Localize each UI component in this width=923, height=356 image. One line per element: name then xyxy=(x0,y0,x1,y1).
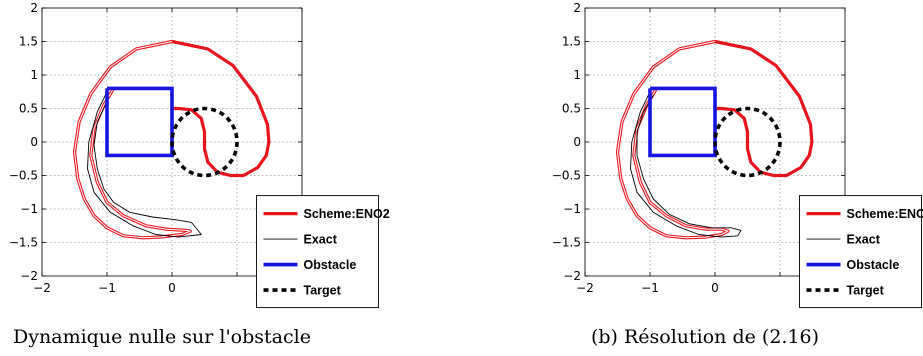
chart-panel-2: 2 1.5 1 0.5 0 −0.5 −1 −1.5 −2−2 −1 0 Scheme:ENO2 Exa… xyxy=(552,1,923,348)
y-tick-label: −1 xyxy=(563,202,581,216)
y-tick-label: −0.5 xyxy=(552,169,581,183)
y-tick-label: 0.5 xyxy=(19,102,38,116)
series-line-inner-1 xyxy=(74,41,191,239)
plot-content xyxy=(72,39,271,240)
legend-label-2: Obstacle xyxy=(847,258,900,272)
y-tick-label: −1.5 xyxy=(9,236,38,250)
x-tick-label: −2 xyxy=(576,281,594,295)
y-tick-label: 1.5 xyxy=(19,35,38,49)
x-tick-label: 0 xyxy=(168,281,176,295)
chart-panel-1: 2 1.5 1 0.5 0 −0.5 −1 −1.5 −2−2 −1 0 Scheme:ENO2 Exa… xyxy=(9,1,390,348)
y-tick-label: 0.5 xyxy=(562,102,581,116)
y-tick-label: −0.5 xyxy=(9,169,38,183)
legend-label-3: Target xyxy=(304,284,342,298)
y-tick-label: −1 xyxy=(20,202,38,216)
y-tick-label: 0 xyxy=(573,135,581,149)
y-tick-label: −2 xyxy=(20,269,38,283)
figure-caption: Dynamique nulle sur l'obstacle xyxy=(13,326,311,348)
y-tick-label: 1.5 xyxy=(562,35,581,49)
x-tick-label: −1 xyxy=(98,281,116,295)
legend-label-3: Target xyxy=(847,284,885,298)
x-tick-label: 0 xyxy=(711,281,719,295)
legend-label-1: Exact xyxy=(304,233,338,247)
obstacle-square xyxy=(105,86,174,158)
y-tick-label: 2 xyxy=(573,1,581,15)
x-tick-label: −2 xyxy=(33,281,51,295)
x-tick-label: −1 xyxy=(641,281,659,295)
series-line-inner-1 xyxy=(617,41,729,239)
legend: Scheme:ENO2 Exact Obstacle Target xyxy=(799,195,923,309)
legend: Scheme:ENO2 Exact Obstacle Target xyxy=(256,195,390,309)
figure-caption: (b) Résolution de (2.16) xyxy=(591,326,819,348)
legend-label-0: Scheme:ENO2 xyxy=(304,207,390,221)
y-tick-label: 1 xyxy=(573,68,581,82)
legend-label-2: Obstacle xyxy=(304,258,357,272)
y-tick-label: 1 xyxy=(30,68,38,82)
y-tick-label: 2 xyxy=(30,1,38,15)
legend-label-0: Scheme:ENO2 xyxy=(847,207,923,221)
series-line-2 xyxy=(87,91,202,238)
target-circle xyxy=(713,106,782,178)
series-line-0 xyxy=(170,39,271,178)
obstacle-square xyxy=(648,86,717,158)
y-tick-label: −2 xyxy=(563,269,581,283)
plot-content xyxy=(615,39,814,240)
y-tick-label: 0 xyxy=(30,135,38,149)
target-circle xyxy=(170,106,239,178)
series-line-2 xyxy=(630,91,742,238)
y-tick-label: −1.5 xyxy=(552,236,581,250)
series-line-0 xyxy=(713,39,814,178)
legend-label-1: Exact xyxy=(847,233,881,247)
